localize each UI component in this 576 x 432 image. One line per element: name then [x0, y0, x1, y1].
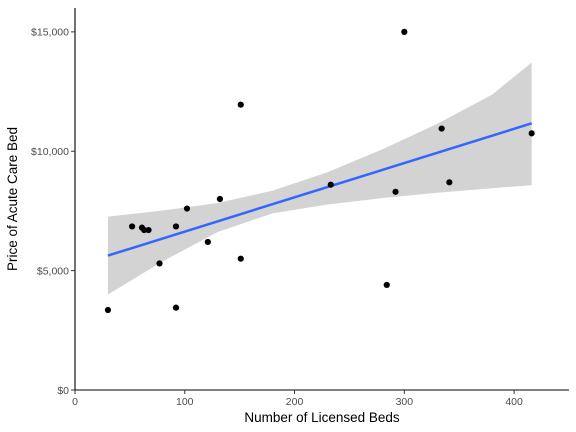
data-point	[383, 281, 390, 289]
x-axis-title: Number of Licensed Beds	[244, 410, 400, 425]
y-tick-label: $10,000	[31, 146, 69, 158]
data-point	[528, 130, 535, 137]
data-point	[183, 205, 191, 212]
x-tick-label: 200	[286, 396, 304, 408]
data-point	[128, 223, 136, 230]
data-point	[145, 226, 152, 234]
confidence-band-layer	[107, 62, 532, 295]
data-point	[156, 260, 163, 267]
data-point	[172, 223, 180, 230]
data-point	[172, 304, 180, 311]
data-point	[237, 255, 244, 262]
x-tick-label: 300	[396, 396, 414, 408]
x-tick-label: 100	[176, 396, 194, 408]
y-ticks: $0 $5,000 $10,000 $15,000	[31, 27, 75, 397]
fit-line-layer	[107, 122, 533, 257]
data-point	[204, 238, 211, 246]
axes-layer	[74, 8, 569, 391]
data-point	[141, 226, 148, 234]
data-point	[446, 179, 453, 186]
data-point	[327, 181, 334, 188]
x-tick-label: 0	[72, 396, 78, 408]
points-layer	[104, 28, 535, 314]
x-ticks: 0 100 200 300 400	[72, 390, 523, 408]
y-tick-label: $0	[57, 385, 69, 397]
x-tick-label: 400	[505, 396, 523, 408]
data-point	[392, 188, 399, 195]
y-tick-label: $5,000	[37, 265, 69, 277]
confidence-band	[107, 62, 532, 295]
data-point	[104, 306, 112, 314]
y-tick-label: $15,000	[31, 27, 69, 39]
data-point	[438, 125, 445, 132]
regression-line	[107, 122, 533, 257]
data-point	[401, 28, 408, 35]
data-point	[216, 195, 224, 203]
y-axis-title: Price of Acute Care Bed	[5, 127, 20, 271]
data-point	[237, 101, 244, 108]
